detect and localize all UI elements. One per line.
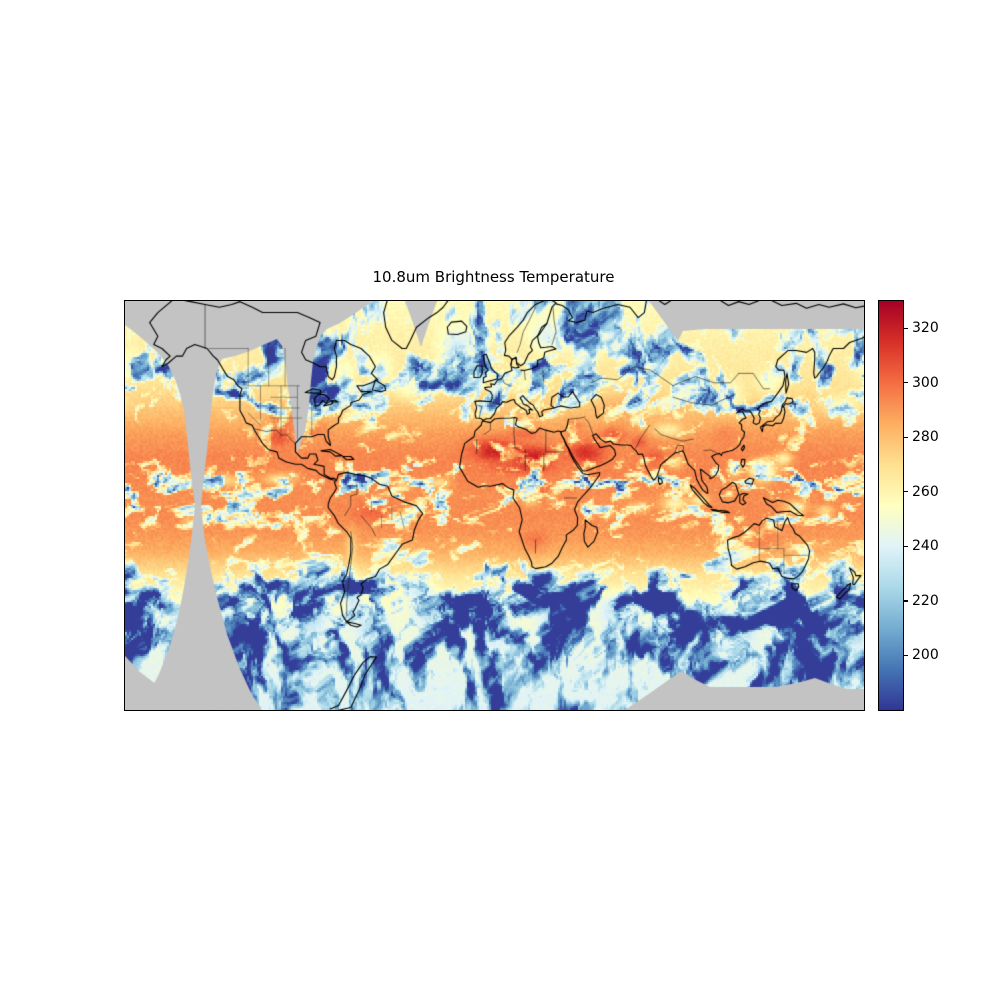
- colorbar-tick-label: 260: [912, 483, 939, 500]
- colorbar-tick: [904, 382, 908, 384]
- colorbar: 320 300 280 260 240 220 200: [878, 300, 939, 711]
- colorbar-tick: [904, 654, 908, 657]
- colorbar-tick-label: 280: [912, 429, 939, 446]
- colorbar-tick: [904, 545, 908, 547]
- colorbar-tick: [904, 491, 908, 493]
- map-axes: [124, 300, 865, 711]
- colorbar-tick-label: 200: [912, 647, 939, 664]
- colorbar-gradient: [879, 301, 903, 710]
- colorbar-tick: [904, 600, 908, 602]
- colorbar-tick: [904, 436, 908, 438]
- figure-title: 10.8um Brightness Temperature: [372, 268, 615, 286]
- colorbar-tick-label: 220: [912, 592, 939, 609]
- map-canvas: [125, 301, 864, 710]
- colorbar-tick-label: 300: [912, 374, 939, 391]
- colorbar-tick: [904, 327, 908, 329]
- colorbar-tick-label: 320: [912, 320, 939, 337]
- colorbar-tick-label: 240: [912, 538, 939, 555]
